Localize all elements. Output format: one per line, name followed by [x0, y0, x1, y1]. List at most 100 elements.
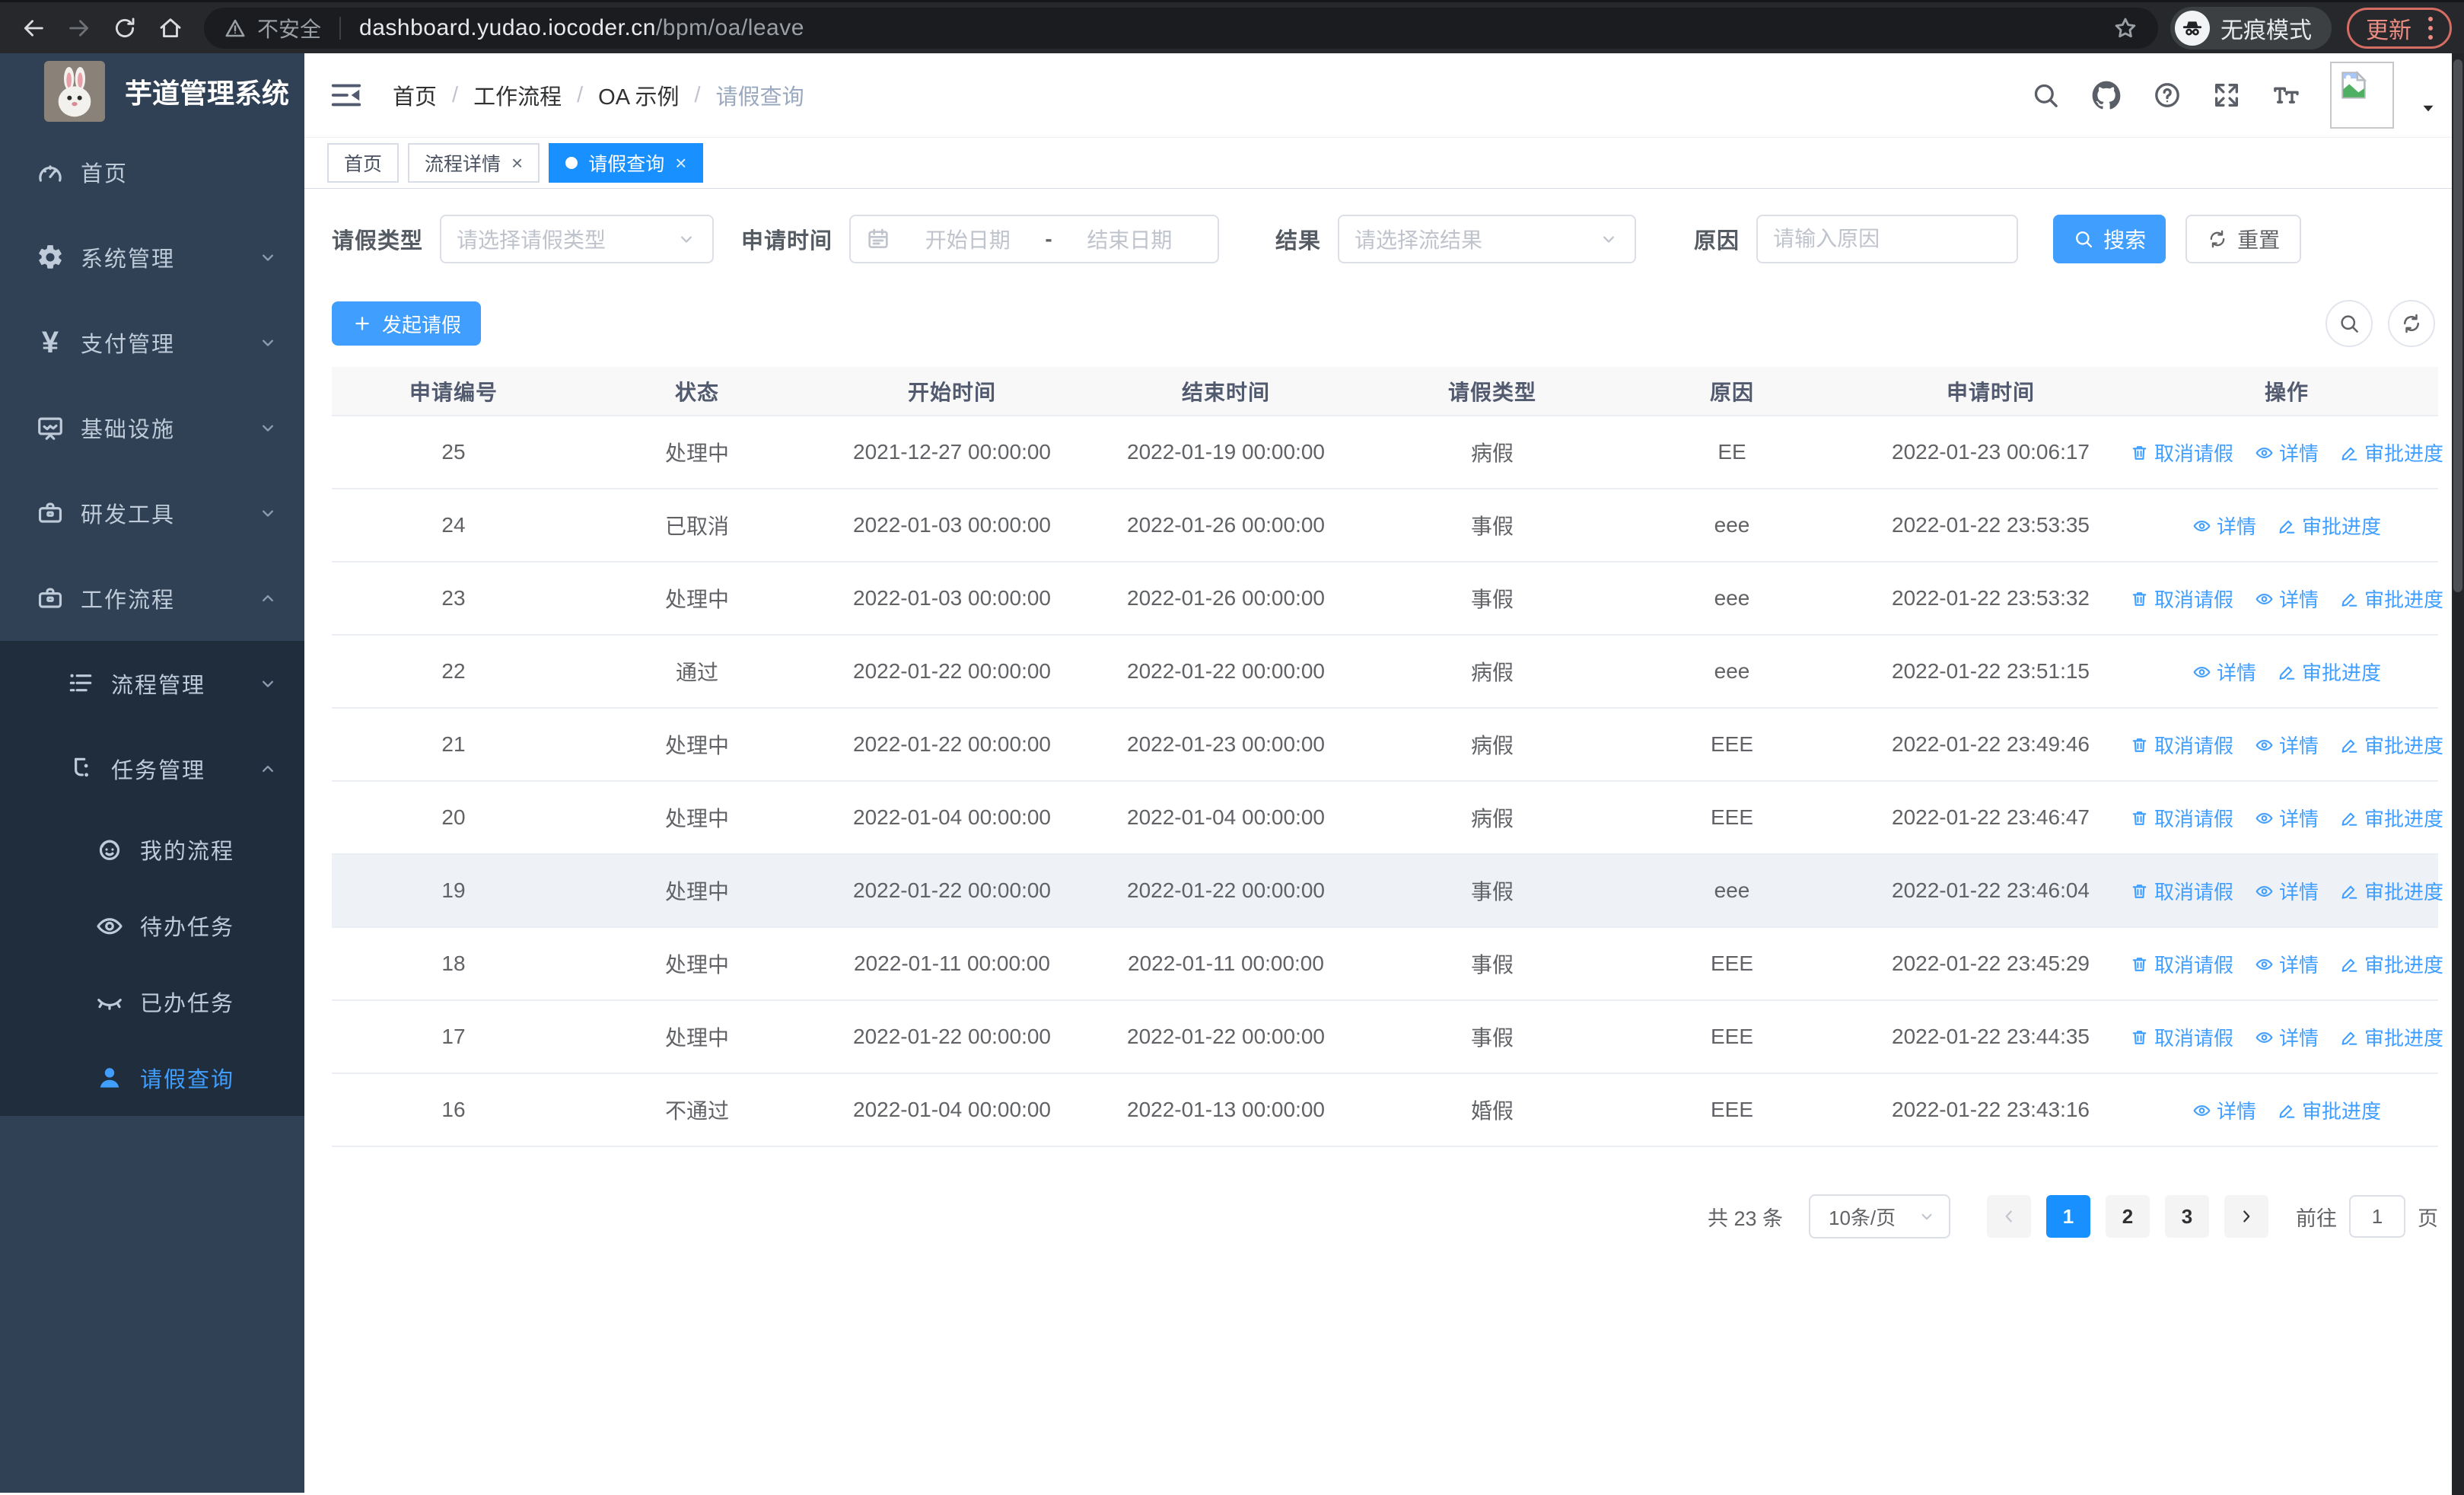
sidebar-item-system[interactable]: 系统管理	[0, 215, 304, 300]
eye-icon	[2255, 955, 2274, 974]
table-row: 24 已取消 2022-01-03 00:00:00 2022-01-26 00:00…	[332, 489, 2438, 563]
breadcrumb-item[interactable]: 工作流程	[473, 85, 562, 110]
sidebar-item-done-tasks[interactable]: 已办任务	[0, 964, 304, 1040]
cell-type: 事假	[1367, 1000, 1618, 1074]
chevron-down-icon[interactable]	[2418, 98, 2438, 118]
search-icon[interactable]	[2030, 80, 2061, 110]
scrollbar-thumb[interactable]	[2453, 59, 2462, 592]
sidebar-item-my-process[interactable]: 我的流程	[0, 811, 304, 888]
refresh-table-button[interactable]	[2388, 300, 2435, 347]
reason-input[interactable]	[1773, 227, 2002, 251]
goto-page-input[interactable]	[2349, 1195, 2405, 1238]
font-size-icon[interactable]	[2271, 80, 2301, 110]
cell-id: 23	[332, 562, 575, 636]
sidebar-item-task-mgmt[interactable]: 任务管理	[0, 726, 304, 811]
detail-link[interactable]: 详情	[2255, 585, 2319, 613]
page-button-3[interactable]: 3	[2165, 1195, 2209, 1238]
leave-type-select[interactable]: 请选择请假类型	[440, 215, 715, 263]
sidebar-item-label: 待办任务	[140, 916, 235, 940]
approval-progress-link[interactable]: 审批进度	[2340, 877, 2443, 905]
active-tab-dot-icon	[565, 157, 578, 169]
approval-progress-link[interactable]: 审批进度	[2340, 804, 2443, 832]
approval-progress-link[interactable]: 审批进度	[2278, 658, 2381, 686]
cell-applied: 2022-01-22 23:43:16	[1846, 1073, 2135, 1147]
question-icon[interactable]	[2152, 80, 2182, 110]
cancel-leave-link[interactable]: 取消请假	[2130, 950, 2233, 978]
cancel-leave-link[interactable]: 取消请假	[2130, 438, 2233, 467]
github-icon[interactable]	[2090, 78, 2123, 112]
tab-流程详情[interactable]: 流程详情 ×	[408, 143, 540, 183]
apply-time-range-picker[interactable]: 开始日期 - 结束日期	[849, 215, 1220, 263]
browser-reload-button[interactable]	[103, 7, 146, 49]
address-bar[interactable]: 不安全 dashboard.yudao.iocoder.cn/bpm/oa/le…	[204, 7, 2158, 49]
sidebar-item-leave-query[interactable]: 请假查询	[0, 1040, 304, 1116]
cancel-leave-link[interactable]: 取消请假	[2130, 731, 2233, 759]
approval-progress-link[interactable]: 审批进度	[2278, 512, 2381, 540]
detail-link[interactable]: 详情	[2255, 1023, 2319, 1051]
detail-link[interactable]: 详情	[2255, 731, 2319, 759]
page-size-select[interactable]: 10条/页	[1809, 1194, 1950, 1238]
tab-close-icon[interactable]: ×	[675, 151, 687, 174]
reset-button[interactable]: 重置	[2185, 215, 2302, 263]
tab-请假查询[interactable]: 请假查询 ×	[549, 143, 704, 183]
pagination: 共 23 条 10条/页 123 前往 页	[332, 1194, 2438, 1238]
table-tools	[2326, 300, 2435, 347]
search-button[interactable]: 搜索	[2053, 215, 2166, 263]
trash-icon	[2130, 589, 2149, 608]
sidebar-item-home[interactable]: 首页	[0, 129, 304, 215]
page-button-2[interactable]: 2	[2106, 1195, 2150, 1238]
action-label: 审批进度	[2302, 661, 2382, 684]
tab-首页[interactable]: 首页	[327, 143, 400, 183]
list-icon	[64, 668, 97, 699]
tab-close-icon[interactable]: ×	[511, 151, 524, 174]
detail-link[interactable]: 详情	[2255, 950, 2319, 978]
browser-home-button[interactable]	[149, 7, 192, 49]
bookmark-star-icon[interactable]	[2112, 15, 2138, 41]
cancel-leave-link[interactable]: 取消请假	[2130, 877, 2233, 905]
sidebar-item-payment[interactable]: ¥ 支付管理	[0, 300, 304, 385]
sidebar-item-label: 我的流程	[140, 840, 235, 864]
sidebar-item-label: 请假查询	[140, 1068, 235, 1092]
prev-page-button[interactable]	[1987, 1195, 2031, 1238]
omnibox-divider	[339, 16, 342, 40]
cancel-leave-link[interactable]: 取消请假	[2130, 1023, 2233, 1051]
approval-progress-link[interactable]: 审批进度	[2340, 731, 2443, 759]
avatar[interactable]	[2330, 62, 2394, 129]
breadcrumb-item[interactable]: OA 示例	[598, 85, 680, 110]
hide-search-button[interactable]	[2326, 300, 2373, 347]
create-leave-button[interactable]: 发起请假	[332, 301, 482, 346]
sidebar-item-infrastructure[interactable]: 基础设施	[0, 385, 304, 470]
sidebar-item-todo-tasks[interactable]: 待办任务	[0, 888, 304, 964]
cancel-leave-link[interactable]: 取消请假	[2130, 804, 2233, 832]
detail-link[interactable]: 详情	[2255, 877, 2319, 905]
breadcrumb-item[interactable]: 首页	[393, 85, 438, 110]
approval-progress-link[interactable]: 审批进度	[2340, 585, 2443, 613]
browser-update-button[interactable]: 更新	[2347, 7, 2452, 49]
next-page-button[interactable]	[2224, 1195, 2268, 1238]
detail-link[interactable]: 详情	[2255, 804, 2319, 832]
fullscreen-icon[interactable]	[2211, 80, 2242, 110]
page-button-1[interactable]: 1	[2046, 1195, 2090, 1238]
cancel-leave-link[interactable]: 取消请假	[2130, 585, 2233, 613]
detail-link[interactable]: 详情	[2192, 658, 2256, 686]
browser-forward-button[interactable]	[58, 7, 100, 49]
detail-link[interactable]: 详情	[2255, 438, 2319, 467]
browser-menu-icon[interactable]	[2428, 16, 2433, 40]
approval-progress-link[interactable]: 审批进度	[2278, 1096, 2381, 1124]
cell-actions: 取消请假 详情 审批进度	[2132, 854, 2443, 928]
browser-back-button[interactable]	[12, 7, 55, 49]
sidebar-item-workflow[interactable]: 工作流程	[0, 556, 304, 641]
approval-progress-link[interactable]: 审批进度	[2340, 438, 2443, 467]
cell-id: 17	[332, 1000, 575, 1074]
approval-progress-link[interactable]: 审批进度	[2340, 950, 2443, 978]
result-select[interactable]: 请选择流结果	[1338, 215, 1637, 263]
sidebar-collapse-icon[interactable]	[329, 78, 364, 113]
detail-link[interactable]: 详情	[2192, 512, 2256, 540]
approval-progress-link[interactable]: 审批进度	[2340, 1023, 2443, 1051]
detail-link[interactable]: 详情	[2192, 1096, 2256, 1124]
cell-status: 通过	[575, 635, 819, 709]
row-actions: 详情 审批进度	[2135, 1096, 2438, 1124]
sidebar-item-label: 系统管理	[81, 247, 176, 272]
sidebar-item-process-mgmt[interactable]: 流程管理	[0, 641, 304, 726]
sidebar-item-devtools[interactable]: 研发工具	[0, 470, 304, 556]
